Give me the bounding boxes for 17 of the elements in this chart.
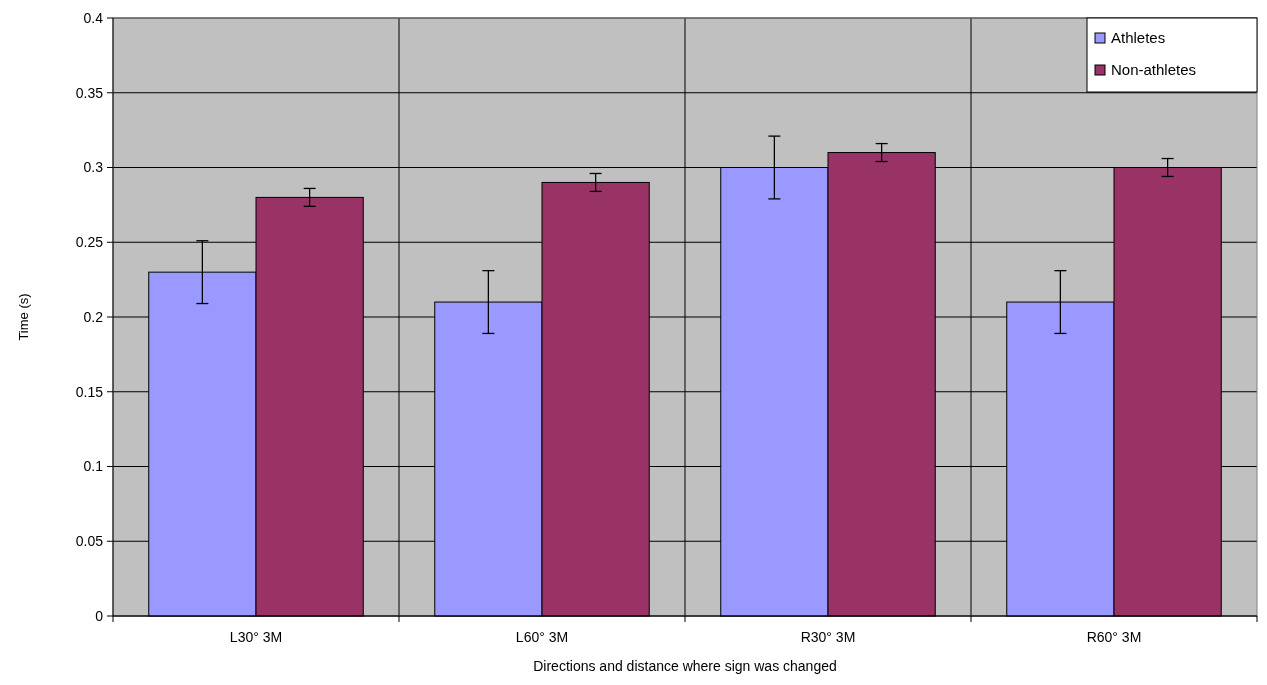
x-axis-title: Directions and distance where sign was changed — [533, 658, 837, 674]
x-tick-label: L60° 3M — [515, 629, 569, 645]
y-tick-label: 0.1 — [83, 458, 104, 475]
y-tick-label: 0.05 — [75, 533, 104, 550]
x-tick-label: R30° 3M — [800, 629, 856, 645]
y-tick-label: 0.2 — [83, 308, 104, 325]
y-tick-label: 0.25 — [75, 234, 104, 251]
y-tick-label: 0.3 — [83, 159, 104, 176]
x-tick-label: L30° 3M — [229, 629, 283, 645]
x-tick-label: R60° 3M — [1086, 629, 1142, 645]
legend-label: Non-athletes — [1111, 61, 1197, 78]
y-axis-title: Time (s) — [16, 293, 31, 341]
legend-label: Athletes — [1111, 29, 1166, 46]
y-tick-label: 0 — [95, 607, 104, 624]
y-tick-label: 0.15 — [75, 383, 104, 400]
y-tick-label: 0.4 — [83, 9, 104, 26]
y-tick-label: 0.35 — [75, 84, 104, 101]
